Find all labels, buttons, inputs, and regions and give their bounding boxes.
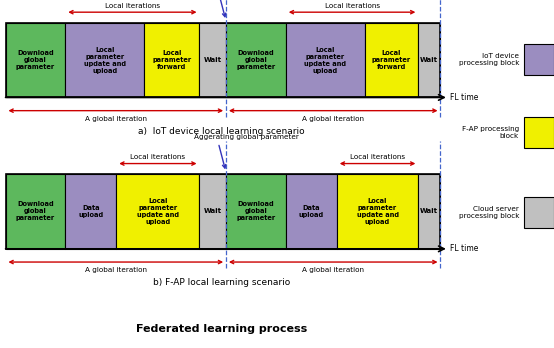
Bar xyxy=(365,23,418,97)
Bar xyxy=(286,23,365,97)
Bar xyxy=(337,174,418,249)
Bar xyxy=(6,174,65,249)
Bar xyxy=(418,174,440,249)
Text: Local iterations: Local iterations xyxy=(350,154,405,160)
Text: Download
global
parameter: Download global parameter xyxy=(237,50,275,70)
Bar xyxy=(199,174,226,249)
Text: A global iteration: A global iteration xyxy=(85,267,147,273)
Text: Local
parameter
forward: Local parameter forward xyxy=(152,50,191,70)
Text: Data
upload: Data upload xyxy=(299,205,324,218)
Text: Wait: Wait xyxy=(420,57,438,63)
Text: IoT device
processing block: IoT device processing block xyxy=(459,53,519,66)
Bar xyxy=(226,23,286,97)
Text: Data
upload: Data upload xyxy=(78,205,104,218)
Bar xyxy=(524,44,554,75)
Text: A global iteration: A global iteration xyxy=(302,267,364,273)
Bar xyxy=(199,23,226,97)
Bar xyxy=(6,23,65,97)
Text: FL time: FL time xyxy=(450,93,479,102)
Bar xyxy=(524,197,554,228)
Text: Local
parameter
update and
upload: Local parameter update and upload xyxy=(84,47,126,73)
Text: Local iterations: Local iterations xyxy=(105,3,160,9)
Text: FL time: FL time xyxy=(450,244,479,253)
Bar xyxy=(524,117,554,148)
Text: Local
parameter
update and
upload: Local parameter update and upload xyxy=(137,198,179,225)
Bar xyxy=(418,23,440,97)
Bar xyxy=(116,174,199,249)
Text: Aggerating global parameter: Aggerating global parameter xyxy=(193,134,299,140)
Text: Local iterations: Local iterations xyxy=(130,154,186,160)
Text: Local
parameter
update and
upload: Local parameter update and upload xyxy=(357,198,398,225)
Text: Local
parameter
forward: Local parameter forward xyxy=(372,50,411,70)
Text: Local
parameter
update and
upload: Local parameter update and upload xyxy=(304,47,346,73)
Text: Download
global
parameter: Download global parameter xyxy=(237,201,275,221)
Text: A global iteration: A global iteration xyxy=(85,116,147,122)
Text: Federated learning process: Federated learning process xyxy=(136,324,307,334)
Text: Download
global
parameter: Download global parameter xyxy=(16,201,55,221)
Text: Local iterations: Local iterations xyxy=(325,3,379,9)
Text: Cloud server
processing block: Cloud server processing block xyxy=(459,206,519,219)
Text: b) F-AP local learning scenario: b) F-AP local learning scenario xyxy=(153,278,290,287)
Text: F-AP processing
block: F-AP processing block xyxy=(462,126,519,139)
Text: a)  IoT device local learning scenario: a) IoT device local learning scenario xyxy=(138,127,305,136)
Bar xyxy=(226,174,286,249)
Bar xyxy=(6,23,440,97)
Text: Wait: Wait xyxy=(204,57,222,63)
Text: Download
global
parameter: Download global parameter xyxy=(16,50,55,70)
Bar xyxy=(144,23,199,97)
Bar xyxy=(65,174,116,249)
Bar xyxy=(6,174,440,249)
Text: Wait: Wait xyxy=(420,208,438,214)
Text: A global iteration: A global iteration xyxy=(302,116,364,122)
Text: Wait: Wait xyxy=(204,208,222,214)
Bar xyxy=(286,174,337,249)
Bar xyxy=(65,23,144,97)
